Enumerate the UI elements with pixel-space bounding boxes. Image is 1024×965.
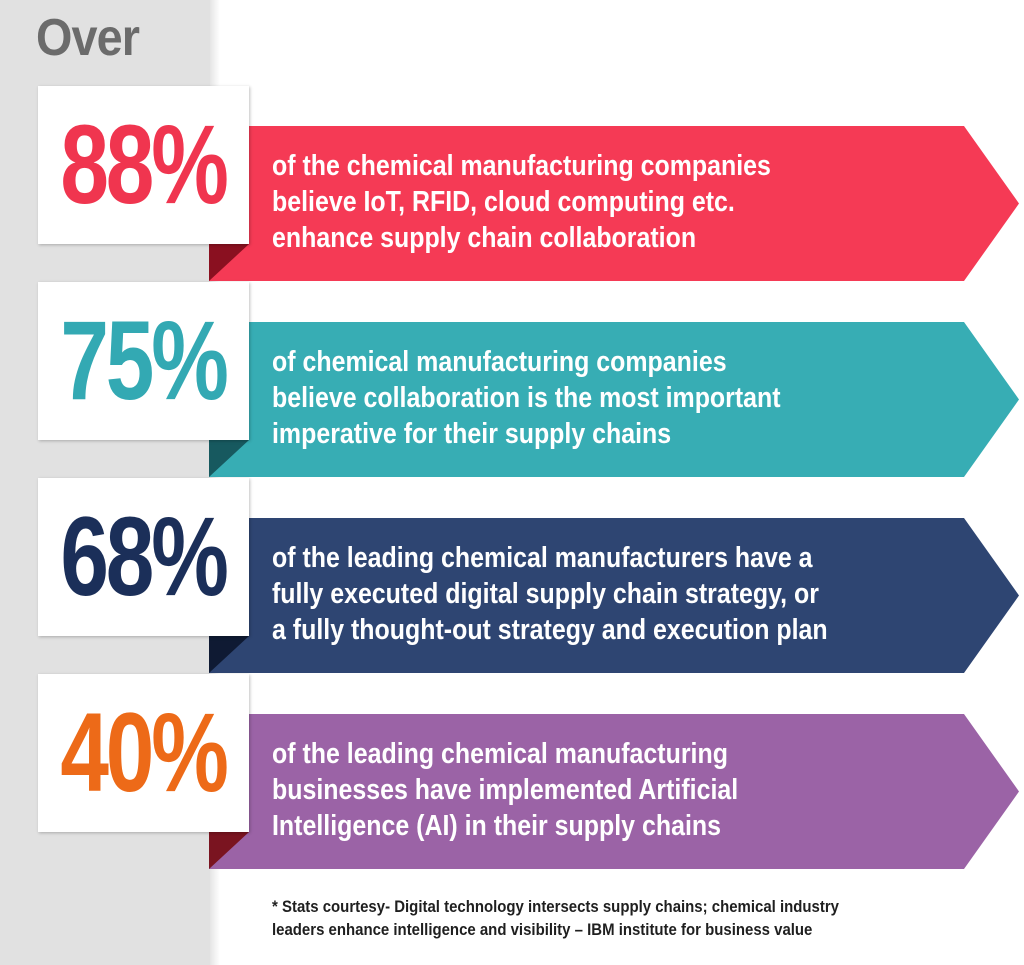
stat-fold-3: [209, 636, 249, 673]
stat-text-3: of the leading chemical manufacturers ha…: [272, 542, 828, 646]
stat-value-2: 75%: [60, 298, 230, 423]
stat-box-2: 75%: [38, 282, 249, 440]
stat-band-2: [209, 322, 1019, 477]
stat-value-3: 68%: [60, 494, 230, 619]
source-footnote: * Stats courtesy- Digital technology int…: [272, 897, 839, 939]
stat-fold-1: [209, 244, 249, 281]
stat-text-4: of the leading chemical manufacturing bu…: [272, 738, 739, 842]
stat-value-1: 88%: [60, 102, 230, 227]
stat-row-2: 75% of chemical manufacturing companies …: [0, 282, 1024, 477]
stat-band-3: [209, 518, 1019, 673]
stat-box-1: 88%: [38, 86, 249, 244]
stat-band-4: [209, 714, 1019, 869]
stat-box-3: 68%: [38, 478, 249, 636]
stat-row-1: 88% of the chemical manufacturing compan…: [0, 86, 1024, 281]
stat-value-4: 40%: [60, 690, 230, 815]
stat-row-4: 40% of the leading chemical manufacturin…: [0, 674, 1024, 869]
stat-row-3: 68% of the leading chemical manufacturer…: [0, 478, 1024, 673]
stat-fold-4: [209, 832, 249, 869]
stat-text-1: of the chemical manufacturing companies …: [272, 150, 771, 254]
stat-text-2: of chemical manufacturing companies beli…: [272, 346, 781, 450]
stat-band-1: [209, 126, 1019, 281]
over-label: Over: [36, 9, 140, 67]
stat-box-4: 40%: [38, 674, 249, 832]
stat-fold-2: [209, 440, 249, 477]
